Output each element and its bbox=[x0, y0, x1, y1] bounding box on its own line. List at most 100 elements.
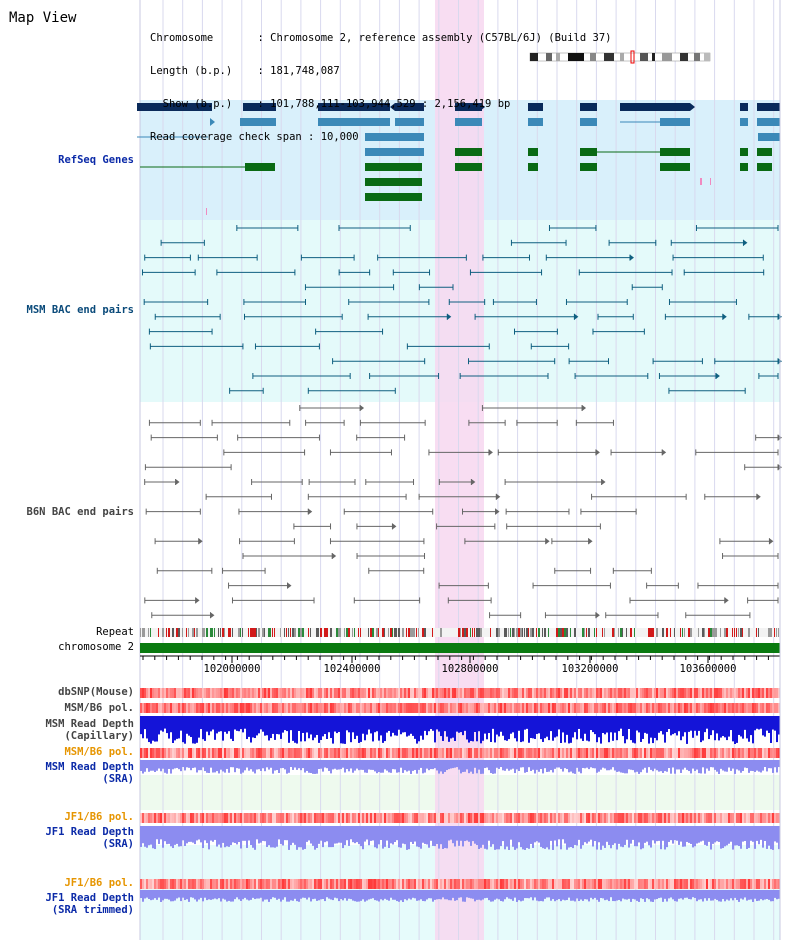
jf1-depth-sra-bar bbox=[150, 826, 152, 845]
msm-depth-cap-bar bbox=[214, 716, 216, 740]
msm-b6-pol-heat bbox=[384, 703, 386, 713]
jf1-b6-pol-trim-heat bbox=[516, 879, 518, 889]
msm-depth-sra-bar bbox=[614, 760, 616, 771]
msm-depth-sra-bar bbox=[554, 760, 556, 769]
jf1-depth-sra-bar bbox=[446, 826, 448, 849]
jf1-b6-pol-heat bbox=[496, 813, 498, 823]
msm-b6-pol-sra-heat bbox=[612, 748, 614, 758]
track-label-msm-depth-cap[interactable]: MSM Read Depth bbox=[45, 718, 134, 730]
msm-b6-pol-sra-heat bbox=[304, 748, 306, 758]
jf1-b6-pol-trim-heat bbox=[474, 879, 476, 889]
jf1-depth-trim-bar bbox=[410, 890, 412, 900]
dbsnp-heat bbox=[756, 688, 758, 698]
jf1-depth-trim-bar bbox=[700, 890, 702, 900]
track-label-dbsnp[interactable]: dbSNP(Mouse) bbox=[58, 686, 134, 698]
msm-depth-sra-bar bbox=[756, 760, 758, 771]
jf1-b6-pol-trim-heat bbox=[710, 879, 712, 889]
jf1-depth-trim-bar bbox=[422, 890, 424, 902]
repeat-mark bbox=[394, 628, 396, 637]
repeat-mark bbox=[698, 628, 699, 637]
jf1-b6-pol-heat bbox=[564, 813, 566, 823]
track-label-msm-bac[interactable]: MSM BAC end pairs bbox=[26, 304, 134, 316]
track-label-refseq[interactable]: RefSeq Genes bbox=[58, 154, 134, 166]
jf1-depth-sra-bar bbox=[620, 826, 622, 847]
jf1-depth-sra-bar bbox=[652, 826, 654, 841]
jf1-depth-trim-bar bbox=[686, 890, 688, 898]
jf1-b6-pol-trim-heat bbox=[762, 879, 764, 889]
msm-depth-cap-bar bbox=[426, 716, 428, 736]
repeat-mark bbox=[274, 628, 275, 637]
msm-depth-sra-bar bbox=[564, 760, 566, 769]
jf1-b6-pol-trim-heat bbox=[400, 879, 402, 889]
jf1-depth-sra-bar bbox=[672, 826, 674, 844]
jf1-b6-pol-trim-heat bbox=[502, 879, 504, 889]
msm-depth-cap-bar bbox=[726, 716, 728, 741]
track-label-jf1-depth-trim[interactable]: JF1 Read Depth bbox=[45, 892, 134, 904]
jf1-b6-pol-heat bbox=[442, 813, 444, 823]
b6n-bac-pair-arrow bbox=[496, 493, 501, 500]
msm-b6-pol-sra-heat bbox=[148, 748, 150, 758]
jf1-b6-pol-heat bbox=[458, 813, 460, 823]
msm-depth-cap-bar bbox=[546, 716, 548, 737]
jf1-depth-sra-bar bbox=[432, 826, 434, 846]
jf1-depth-sra-bar bbox=[226, 826, 228, 847]
dbsnp-heat bbox=[594, 688, 596, 698]
jf1-depth-sra-bar bbox=[660, 826, 662, 850]
jf1-depth-trim-bar bbox=[238, 890, 240, 900]
jf1-b6-pol-heat bbox=[554, 813, 556, 823]
jf1-depth-trim-bar bbox=[396, 890, 398, 902]
track-label-jf1-b6-pol-trim[interactable]: JF1/B6 pol. bbox=[64, 877, 134, 889]
track-label-msm-b6-pol[interactable]: MSM/B6 pol. bbox=[64, 702, 134, 714]
msm-depth-sra-bar bbox=[144, 760, 146, 772]
track-label-msm-b6-pol-sra[interactable]: MSM/B6 pol. bbox=[64, 746, 134, 758]
msm-b6-pol-heat bbox=[714, 703, 716, 713]
dbsnp-heat bbox=[424, 688, 426, 698]
msm-b6-pol-heat bbox=[274, 703, 276, 713]
jf1-depth-trim-bar bbox=[268, 890, 270, 902]
jf1-depth-trim-bar bbox=[438, 890, 440, 900]
msm-depth-sra-bar bbox=[452, 760, 454, 769]
track-label-chromosome[interactable]: chromosome 2 bbox=[58, 641, 134, 653]
jf1-b6-pol-trim-heat bbox=[588, 879, 590, 889]
msm-b6-pol-sra-heat bbox=[232, 748, 234, 758]
track-label-b6n-bac[interactable]: B6N BAC end pairs bbox=[26, 506, 134, 518]
msm-depth-cap-bar bbox=[696, 716, 698, 736]
jf1-depth-trim-bar bbox=[770, 890, 772, 902]
msm-b6-pol-sra-heat bbox=[608, 748, 610, 758]
repeat-mark bbox=[566, 628, 568, 637]
jf1-b6-pol-heat bbox=[692, 813, 694, 823]
jf1-b6-pol-heat bbox=[262, 813, 264, 823]
jf1-depth-trim-bar bbox=[248, 890, 250, 901]
track-label-jf1-depth-sra[interactable]: JF1 Read Depth bbox=[45, 826, 134, 838]
msm-depth-sra-bar bbox=[602, 760, 604, 768]
msm-b6-pol-sra-heat bbox=[432, 748, 434, 758]
msm-b6-pol-sra-heat bbox=[396, 748, 398, 758]
msm-depth-sra-bar bbox=[176, 760, 178, 768]
msm-depth-cap-bar bbox=[356, 716, 358, 736]
jf1-b6-pol-heat bbox=[678, 813, 680, 823]
axis-tick-label: 102000000 bbox=[203, 663, 261, 675]
jf1-depth-sra-bar bbox=[146, 826, 148, 848]
jf1-depth-sra-bar bbox=[696, 826, 698, 844]
dbsnp-heat bbox=[652, 688, 654, 698]
repeat-mark bbox=[212, 628, 213, 637]
track-label-msm-depth-sra[interactable]: MSM Read Depth bbox=[45, 761, 134, 773]
track-label-jf1-depth-trim-sub: (SRA trimmed) bbox=[51, 904, 134, 916]
track-label-repeat[interactable]: Repeat bbox=[96, 626, 134, 638]
jf1-depth-sra-bar bbox=[490, 826, 492, 847]
jf1-b6-pol-trim-heat bbox=[162, 879, 164, 889]
msm-b6-pol-sra-heat bbox=[770, 748, 772, 758]
msm-depth-sra-bar bbox=[494, 760, 496, 774]
jf1-depth-trim-bar bbox=[466, 890, 468, 898]
jf1-depth-sra-bar bbox=[638, 826, 640, 843]
repeat-mark bbox=[618, 628, 619, 637]
msm-depth-cap-bar bbox=[628, 716, 630, 730]
jf1-b6-pol-trim-heat bbox=[160, 879, 162, 889]
jf1-depth-trim-bar bbox=[308, 890, 310, 898]
jf1-depth-sra-bar bbox=[420, 826, 422, 849]
msm-depth-sra-bar bbox=[542, 760, 544, 774]
jf1-b6-pol-heat bbox=[676, 813, 678, 823]
track-label-jf1-b6-pol[interactable]: JF1/B6 pol. bbox=[64, 811, 134, 823]
jf1-b6-pol-heat bbox=[280, 813, 282, 823]
msm-b6-pol-sra-heat bbox=[236, 748, 238, 758]
